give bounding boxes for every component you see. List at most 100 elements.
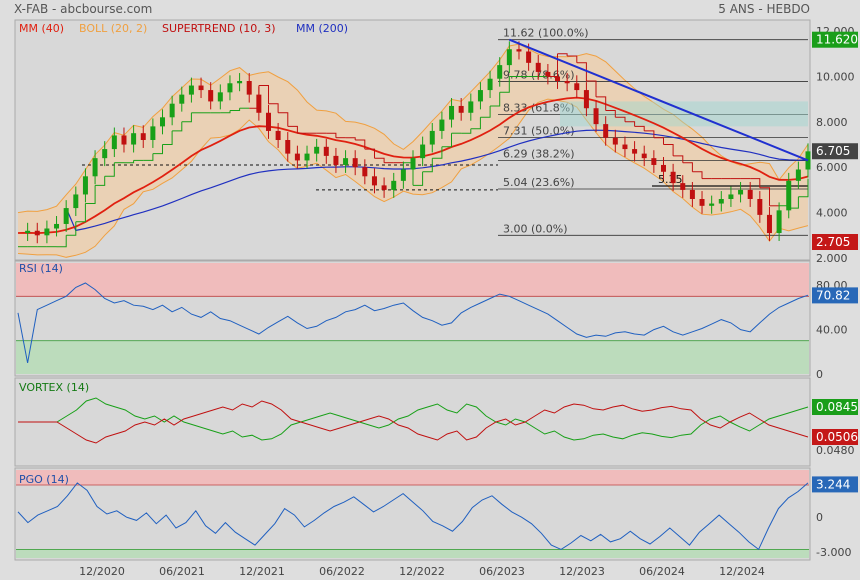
rsi-plot (16, 263, 809, 374)
candle-body (34, 230, 40, 236)
supertrend-segment (413, 171, 424, 186)
candle-body (651, 158, 657, 165)
fib-zone (560, 101, 808, 127)
pgo-plot (16, 470, 809, 558)
supertrend-segment (152, 144, 163, 155)
candle-body (458, 105, 464, 113)
low-price-badge: 2.705 (816, 235, 850, 249)
supertrend-segment (268, 103, 279, 113)
supertrend-segment (663, 144, 674, 156)
candle-body (439, 119, 445, 131)
candle-body (294, 153, 300, 161)
date-tick-label: 12/2020 (79, 565, 125, 578)
supertrend-segment (374, 157, 385, 163)
supertrend-segment (567, 55, 578, 63)
candle-body (757, 199, 763, 215)
candle-body (54, 223, 60, 229)
pgo-overbought-zone (16, 470, 809, 486)
annotation-label: 5.35 (658, 173, 683, 186)
pgo-line (17, 482, 809, 551)
supertrend-segment (596, 96, 607, 111)
vortex-title: VORTEX (14) (19, 381, 89, 394)
vortex-panel[interactable] (14, 377, 811, 467)
supertrend-segment (220, 110, 231, 114)
supertrend-segment (278, 112, 289, 127)
candle-body (680, 183, 686, 190)
pgo-tick-label: 0 (816, 511, 823, 524)
date-tick-label: 12/2023 (559, 565, 605, 578)
candle-body (160, 117, 166, 127)
supertrend-segment (104, 162, 115, 177)
price-tick-label: 2.000 (816, 252, 848, 265)
supertrend-segment (258, 85, 269, 104)
candle-body (593, 108, 599, 125)
candle-body (217, 92, 223, 102)
candle-body (352, 158, 358, 168)
fib-level-label: 5.04 (23.6%) (503, 176, 575, 189)
candle-body (179, 94, 185, 104)
candle-body (497, 65, 503, 79)
supertrend-segment (653, 137, 664, 145)
candle-body (689, 189, 695, 199)
candle-body (487, 78, 493, 91)
price-tick-label: 6.000 (816, 161, 848, 174)
supertrend-segment (605, 110, 616, 118)
supertrend-segment (682, 162, 693, 172)
candle-body (188, 85, 194, 95)
supertrend-segment (644, 130, 655, 138)
vortex-plus-value: 0.0845 (816, 400, 858, 414)
supertrend-segment (230, 108, 241, 111)
rsi-badge-bg (812, 287, 858, 304)
candle-body (256, 94, 262, 113)
date-tick-label: 12/2021 (239, 565, 285, 578)
candle-body (429, 130, 435, 145)
candle-body (410, 158, 416, 170)
supertrend-segment (441, 133, 452, 148)
candle-body (343, 158, 349, 165)
rsi-line (17, 282, 809, 363)
candle-body (140, 133, 146, 140)
candle-body (574, 83, 580, 91)
candle-body (516, 49, 522, 52)
candle-body (121, 135, 127, 145)
supertrend-segment (162, 130, 173, 145)
candle-body (420, 144, 426, 159)
candle-body (728, 194, 734, 199)
candle-body (169, 103, 175, 118)
candle-body (323, 146, 329, 156)
candle-body (786, 180, 792, 211)
candle-body (275, 130, 281, 140)
supertrend-segment (422, 158, 433, 173)
pgo-tick-label: -3.000 (816, 546, 851, 559)
candle-body (82, 176, 88, 195)
rsi-last-value: 70.82 (816, 288, 850, 302)
candle-body (237, 81, 243, 84)
candle-body (333, 155, 339, 165)
supertrend-segment (673, 155, 684, 163)
candle-body (371, 176, 377, 186)
pgo-last-value: 3.244 (816, 477, 850, 491)
candle-body (111, 135, 117, 150)
supertrend-segment (364, 148, 375, 159)
supertrend-segment (56, 235, 67, 248)
candle-body (612, 137, 618, 145)
candle-body (718, 199, 724, 204)
vortex-minus-line (18, 400, 809, 444)
supertrend-segment (750, 178, 761, 188)
rsi-title: RSI (14) (19, 262, 63, 275)
candle-body (545, 71, 551, 77)
rsi-overbought-zone (16, 263, 809, 297)
fib-level-label: 6.29 (38.2%) (503, 148, 575, 161)
supertrend-segment (432, 146, 443, 159)
price-tick-label: 4.000 (816, 207, 848, 220)
date-tick-label: 12/2022 (399, 565, 445, 578)
candle-body (699, 199, 705, 206)
rsi-oversold-zone (16, 340, 809, 374)
high-price-badge: 11.620 (816, 33, 858, 47)
supertrend-segment (490, 92, 501, 107)
axes: 12.00010.0008.0006.0004.0002.00011.6206.… (79, 25, 858, 578)
supertrend-segment (75, 203, 86, 223)
candle-body (776, 210, 782, 234)
price-plot: 11.62 (100.0%)9.78 (78.6%)8.33 (61.8%)7.… (17, 27, 811, 258)
